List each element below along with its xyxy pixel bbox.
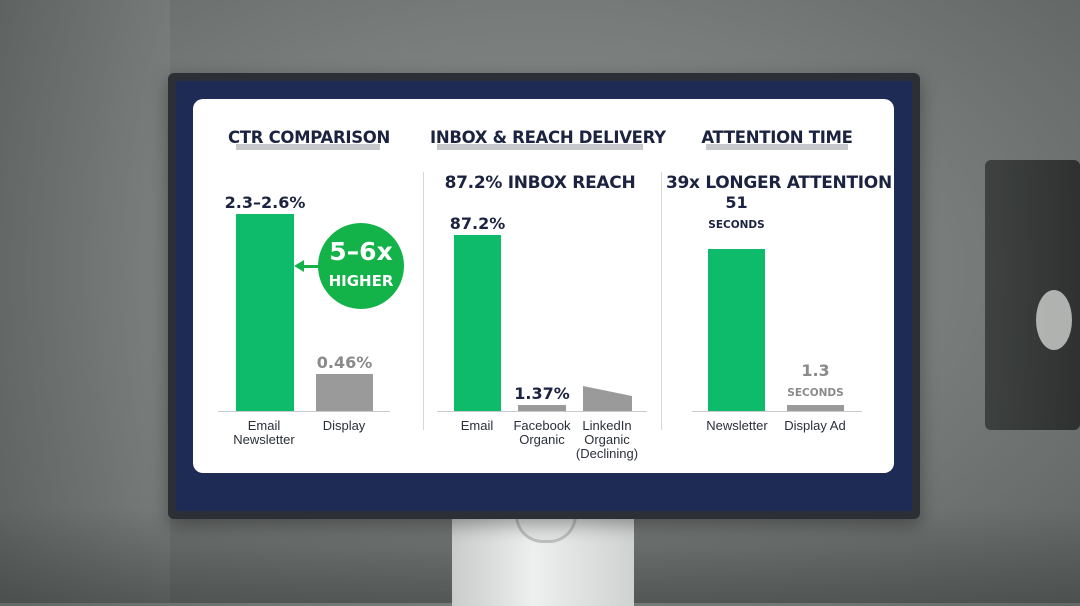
background-dark-object [985, 160, 1080, 430]
category-display: Display [322, 418, 366, 433]
attention-baseline [692, 411, 862, 412]
background-blur-left [0, 0, 170, 603]
ctr-label-email-newsletter: 2.3–2.6% [224, 193, 306, 212]
inbox-title-underline [437, 144, 643, 150]
attention-unit-newsletter: SECONDS [708, 219, 765, 231]
ctr-title: CTR COMPARISON [227, 128, 391, 147]
reach-label-facebook: 1.37% [514, 384, 570, 403]
higher-badge: 5–6x HIGHER [318, 223, 404, 309]
ctr-label-display: 0.46% [316, 353, 373, 372]
bar-linkedin-declining [583, 386, 632, 411]
inbox-title: INBOX & REACH DELIVERY [430, 128, 666, 147]
category-linkedin-organic: LinkedIn Organic (Declining) [575, 418, 639, 461]
attention-label-newsletter: 51 [725, 193, 748, 212]
panel-divider-1 [423, 172, 424, 430]
ctr-baseline [218, 411, 390, 412]
category-email-newsletter: Email Newsletter [233, 418, 295, 447]
attention-unit-display-ad: SECONDS [787, 387, 844, 399]
ctr-title-underline [236, 144, 380, 150]
panel-divider-2 [661, 172, 662, 430]
inbox-subtitle: 87.2% INBOX REACH [444, 173, 636, 193]
arrow-line [302, 265, 320, 268]
background-light-spot [1036, 290, 1072, 350]
bar-email-newsletter-ctr [236, 214, 294, 411]
badge-text: HIGHER [328, 272, 394, 290]
reach-label-email: 87.2% [449, 214, 506, 233]
attention-title-underline [706, 144, 848, 150]
bar-display-ad-attention [787, 405, 844, 411]
bar-newsletter-attention [708, 249, 765, 411]
attention-subtitle: 39x LONGER ATTENTION [666, 173, 892, 193]
arrow-left-icon [294, 260, 304, 272]
category-display-ad: Display Ad [784, 418, 846, 433]
bar-display-ctr [316, 374, 373, 411]
infographic-card [193, 99, 894, 473]
attention-title: ATTENTION TIME [701, 128, 853, 147]
badge-multiplier: 5–6x [329, 237, 393, 266]
category-email: Email [460, 418, 494, 433]
bar-email-reach [454, 235, 501, 411]
attention-label-display-ad: 1.3 [801, 361, 830, 380]
category-facebook-organic: Facebook Organic [513, 418, 571, 447]
inbox-baseline [437, 411, 647, 412]
category-newsletter: Newsletter [706, 418, 768, 433]
bar-facebook-reach [518, 405, 566, 411]
